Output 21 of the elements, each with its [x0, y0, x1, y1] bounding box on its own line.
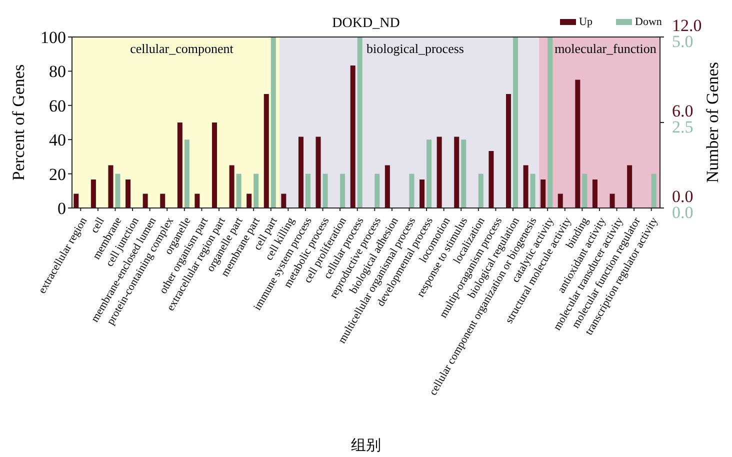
- y-tick-label: 100: [40, 28, 66, 47]
- x-axis-title: 组别: [351, 437, 381, 454]
- y3-tick-label: 0.0: [672, 203, 694, 222]
- y2-tick-label: 0.0: [672, 187, 694, 206]
- y2-tick-label: 6.0: [672, 102, 694, 120]
- y2-tick-label: 12.0: [672, 16, 702, 35]
- band-label: cellular_component: [130, 41, 234, 56]
- y2-axis-title: Number of Genes: [703, 62, 722, 183]
- chart-title: DOKD_ND: [332, 16, 400, 31]
- y-tick-label: 20: [49, 164, 66, 184]
- y-axis-title: Percent of Genes: [9, 64, 28, 181]
- y-tick-label: 60: [49, 96, 66, 116]
- y-tick-label: 80: [49, 62, 66, 82]
- y-tick-label: 0: [58, 198, 66, 218]
- legend-label: Down: [635, 16, 662, 28]
- legend-label: Up: [579, 16, 593, 28]
- y3-tick-label: 5.0: [672, 32, 694, 51]
- band-label: molecular_function: [554, 41, 657, 56]
- y3-tick-label: 2.5: [672, 118, 694, 136]
- band-label: biological_process: [366, 41, 464, 56]
- y-tick-label: 40: [49, 130, 66, 150]
